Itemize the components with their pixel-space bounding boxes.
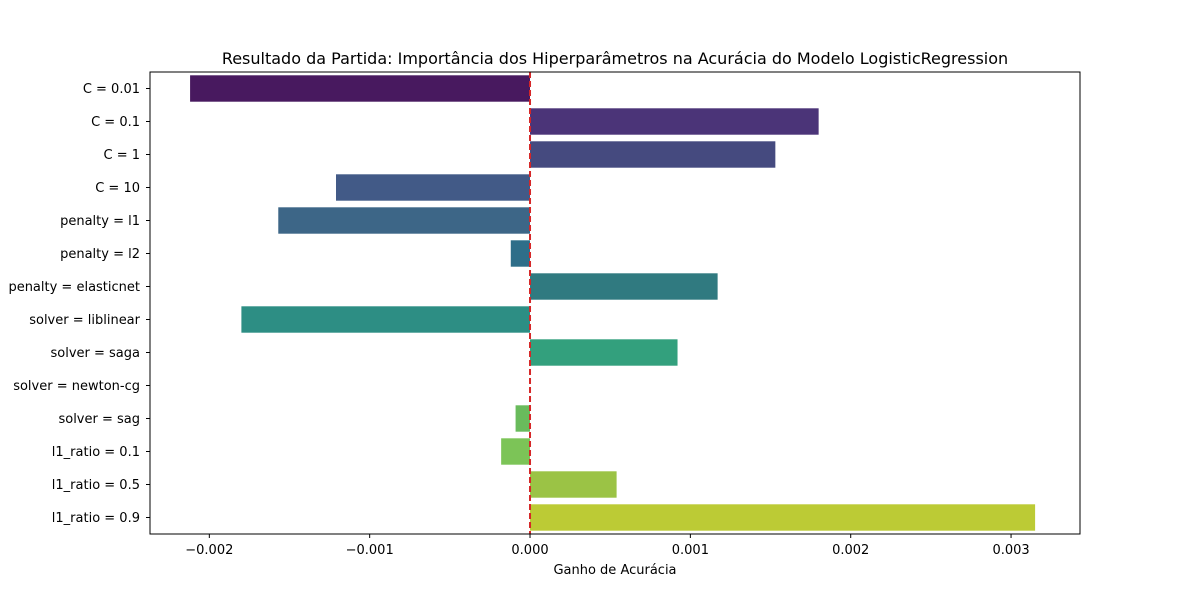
x-tick-label: 0.002 [832, 543, 869, 558]
bar [530, 108, 819, 135]
bar [530, 273, 718, 300]
bar [190, 75, 531, 102]
bar [501, 438, 531, 465]
x-axis-label: Ganho de Acurácia [553, 563, 676, 578]
bar [530, 504, 1036, 531]
y-tick-label: penalty = elasticnet [8, 280, 140, 295]
x-tick-label: 0.000 [511, 543, 548, 558]
x-tick-label: 0.003 [992, 543, 1029, 558]
bar [530, 471, 617, 498]
y-tick-label: C = 10 [95, 181, 140, 196]
x-tick-label: −0.001 [346, 543, 394, 558]
y-tick-label: C = 0.1 [91, 115, 140, 130]
plot-frame [149, 71, 1081, 535]
x-tick-label: 0.001 [672, 543, 709, 558]
bar [278, 207, 531, 234]
bars-group [190, 75, 1036, 531]
bar [510, 240, 531, 267]
chart-title: Resultado da Partida: Importância dos Hi… [222, 49, 1008, 68]
y-tick-label: solver = liblinear [29, 313, 140, 328]
y-tick-label: l1_ratio = 0.9 [52, 511, 140, 526]
bar [530, 141, 776, 168]
y-tick-label: C = 1 [103, 148, 140, 163]
x-tick-label: −0.002 [185, 543, 233, 558]
y-axis: C = 0.01 C = 0.1 C = 1 C = 10 penalty = l1 pe… [8, 82, 150, 526]
bar [336, 174, 531, 201]
y-tick-label: C = 0.01 [83, 82, 140, 97]
y-tick-label: l1_ratio = 0.1 [52, 445, 140, 460]
x-axis: −0.002 −0.001 0.000 0.001 0.002 0.003 [185, 534, 1030, 558]
y-tick-label: solver = newton-cg [13, 379, 140, 394]
bar [530, 339, 678, 366]
y-tick-label: solver = saga [51, 346, 141, 361]
bar [241, 306, 531, 333]
y-tick-label: penalty = l2 [60, 247, 140, 262]
y-tick-label: l1_ratio = 0.5 [52, 478, 140, 493]
y-tick-label: solver = sag [58, 412, 140, 427]
bar [515, 405, 531, 432]
y-tick-label: penalty = l1 [60, 214, 140, 229]
